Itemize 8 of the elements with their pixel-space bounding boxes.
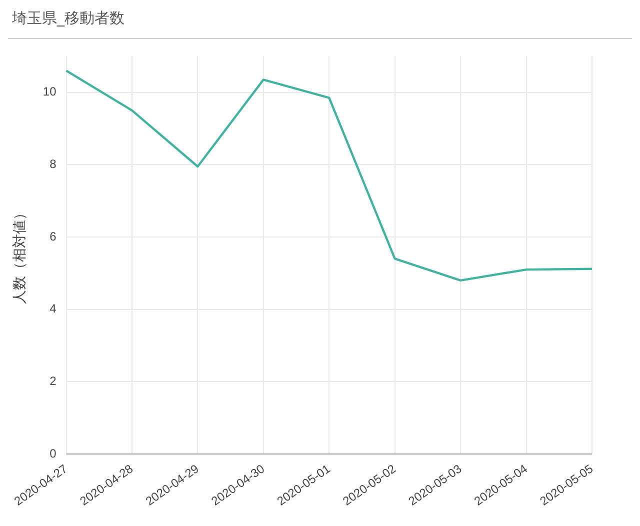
y-tick-label: 2 <box>50 374 57 388</box>
chart-title: 埼玉県_移動者数 <box>12 9 124 27</box>
y-tick-label: 4 <box>50 302 57 316</box>
y-axis-title: 人数（相対値） <box>12 206 28 304</box>
y-tick-label: 0 <box>50 446 57 460</box>
y-tick-label: 8 <box>50 157 57 171</box>
y-tick-label: 6 <box>50 229 57 244</box>
y-tick-label: 10 <box>42 84 57 99</box>
